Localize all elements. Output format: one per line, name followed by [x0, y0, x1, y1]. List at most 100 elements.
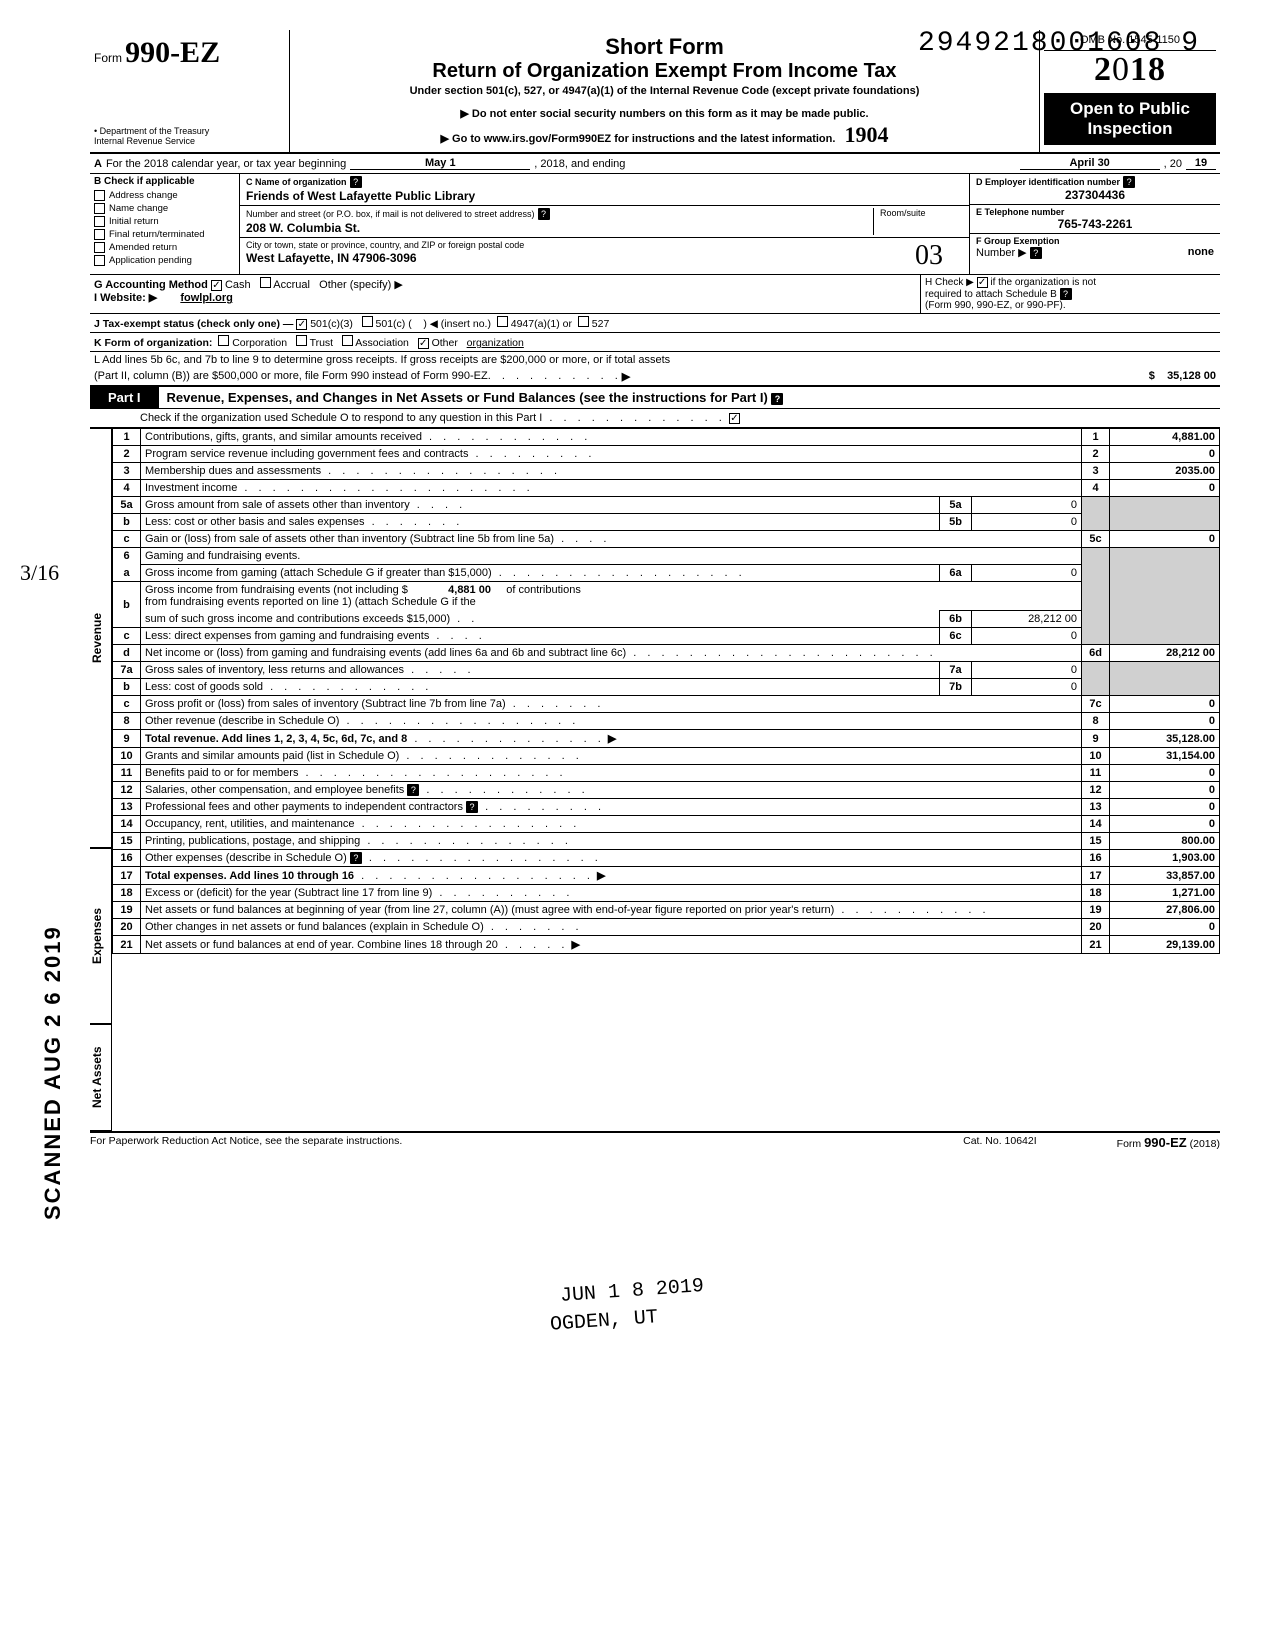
help-icon[interactable]: ?: [350, 852, 362, 864]
tax-year-end-month: April 30: [1020, 157, 1160, 170]
help-icon[interactable]: ?: [1060, 288, 1072, 300]
line-7c: c Gross profit or (loss) from sales of i…: [113, 696, 1220, 713]
help-icon[interactable]: ?: [538, 208, 550, 220]
other-org-value: organization: [467, 337, 524, 349]
row-j-tax-exempt: J Tax-exempt status (check only one) — ✓…: [90, 314, 1220, 333]
line-15: 15Printing, publications, postage, and s…: [113, 833, 1220, 850]
line-13: 13Professional fees and other payments t…: [113, 799, 1220, 816]
street-address: 208 W. Columbia St.: [246, 221, 873, 235]
city-label: City or town, state or province, country…: [246, 240, 915, 250]
line-5c: c Gain or (loss) from sale of assets oth…: [113, 531, 1220, 548]
line-8: 8 Other revenue (describe in Schedule O)…: [113, 713, 1220, 730]
row-a-tax-year: A For the 2018 calendar year, or tax yea…: [90, 154, 1220, 174]
line-6d: d Net income or (loss) from gaming and f…: [113, 645, 1220, 662]
phone-label: E Telephone number: [976, 207, 1214, 217]
org-name: Friends of West Lafayette Public Library: [246, 189, 963, 203]
line-10: 10Grants and similar amounts paid (list …: [113, 748, 1220, 765]
row-g-accounting: G Accounting Method ✓ Cash Accrual Other…: [94, 277, 916, 291]
paperwork-notice: For Paperwork Reduction Act Notice, see …: [90, 1135, 402, 1150]
under-section-text: Under section 501(c), 527, or 4947(a)(1)…: [296, 85, 1033, 97]
line-6c: c Less: direct expenses from gaming and …: [113, 628, 1220, 645]
tax-year-end: 19: [1186, 157, 1216, 170]
chk-schedule-b[interactable]: ✓: [977, 277, 988, 288]
form-number: 990-EZ: [125, 36, 220, 69]
phone-value: 765-743-2261: [976, 217, 1214, 231]
chk-other-org[interactable]: ✓: [418, 338, 429, 349]
open-to-public: Open to Public Inspection: [1044, 93, 1216, 145]
col-g-i: G Accounting Method ✓ Cash Accrual Other…: [90, 275, 920, 313]
help-icon[interactable]: ?: [771, 393, 783, 405]
col-d-e-f: D Employer identification number ? 23730…: [970, 174, 1220, 274]
goto-url: ▶ Go to www.irs.gov/Form990EZ for instru…: [296, 122, 1033, 148]
tax-year-begin: May 1: [350, 157, 530, 170]
row-k-form-org: K Form of organization: Corporation Trus…: [90, 333, 1220, 352]
side-label-net-assets: Net Assets: [90, 1024, 112, 1131]
handwritten-03: 03: [915, 240, 943, 272]
row-h-schedule-b: H Check ▶ ✓ if the organization is not r…: [920, 275, 1220, 313]
line-7a: 7a Gross sales of inventory, less return…: [113, 662, 1220, 679]
help-icon[interactable]: ?: [466, 801, 478, 813]
stamp-jun: JUN 1 8 2019: [559, 1275, 704, 1308]
line-6b: b Gross income from fundraising events (…: [113, 582, 1220, 611]
part-1-title: Revenue, Expenses, and Changes in Net As…: [159, 390, 784, 405]
line-9: 9 Total revenue. Add lines 1, 2, 3, 4, 5…: [113, 730, 1220, 748]
do-not-ssn: ▶ Do not enter social security numbers o…: [296, 107, 1033, 120]
chk-trust[interactable]: [296, 335, 307, 346]
line-19: 19Net assets or fund balances at beginni…: [113, 902, 1220, 919]
row-a-mid: , 2018, and ending: [534, 158, 625, 170]
city-state-zip: West Lafayette, IN 47906-3096: [246, 251, 915, 265]
chk-initial-return[interactable]: Initial return: [90, 215, 239, 228]
chk-corporation[interactable]: [218, 335, 229, 346]
chk-address-change[interactable]: Address change: [90, 189, 239, 202]
col-c-org-info: C Name of organization ? Friends of West…: [240, 174, 970, 274]
line-2: 2 Program service revenue including gove…: [113, 446, 1220, 463]
help-icon[interactable]: ?: [407, 784, 419, 796]
chk-4947[interactable]: [497, 316, 508, 327]
help-icon[interactable]: ?: [1030, 247, 1042, 259]
chk-527[interactable]: [578, 316, 589, 327]
col-b-header: B Check if applicable: [90, 174, 239, 189]
row-a-text: For the 2018 calendar year, or tax year …: [106, 158, 346, 170]
website-value: fowlpl.org: [180, 292, 233, 304]
line-6b-cont: sum of such gross income and contributio…: [113, 611, 1220, 628]
group-exempt-label: F Group Exemption: [976, 236, 1060, 246]
chk-association[interactable]: [342, 335, 353, 346]
room-suite-label: Room/suite: [873, 208, 963, 235]
chk-name-change[interactable]: Name change: [90, 202, 239, 215]
group-exempt-value: none: [1188, 246, 1214, 258]
line-11: 11Benefits paid to or for members . . . …: [113, 765, 1220, 782]
dept-irs: Internal Revenue Service: [94, 136, 285, 146]
line-18: 18Excess or (deficit) for the year (Subt…: [113, 885, 1220, 902]
help-icon[interactable]: ?: [1123, 176, 1135, 188]
ein-label: D Employer identification number: [976, 177, 1120, 187]
line-5b: b Less: cost or other basis and sales ex…: [113, 514, 1220, 531]
help-icon[interactable]: ?: [350, 176, 362, 188]
street-label: Number and street (or P.O. box, if mail …: [246, 209, 534, 219]
ein-value: 237304436: [976, 188, 1214, 202]
chk-application-pending[interactable]: Application pending: [90, 254, 239, 267]
part-1-label: Part I: [90, 387, 159, 408]
line-6: 6 Gaming and fundraising events.: [113, 548, 1220, 565]
chk-501c3[interactable]: ✓: [296, 319, 307, 330]
form-prefix: Form: [94, 51, 122, 65]
line-1: 1 Contributions, gifts, grants, and simi…: [113, 429, 1220, 446]
chk-final-return[interactable]: Final return/terminated: [90, 228, 239, 241]
side-label-revenue: Revenue: [90, 428, 112, 848]
return-title: Return of Organization Exempt From Incom…: [296, 60, 1033, 83]
stamp-ogden: OGDEN, UT: [549, 1306, 658, 1336]
chk-501c[interactable]: [362, 316, 373, 327]
chk-accrual[interactable]: [260, 277, 271, 288]
row-l-line2: (Part II, column (B)) are $500,000 or mo…: [90, 368, 1220, 387]
group-exempt-number-label: Number ▶: [976, 247, 1027, 259]
block-b-c-d: B Check if applicable Address change Nam…: [90, 174, 1220, 275]
row-a-year-prefix: , 20: [1164, 158, 1182, 170]
chk-schedule-o[interactable]: ✓: [729, 413, 740, 424]
chk-cash[interactable]: ✓: [211, 280, 222, 291]
gross-receipts: 35,128 00: [1167, 370, 1216, 382]
dln-number: 2949218001608 9: [918, 28, 1200, 59]
page-footer: For Paperwork Reduction Act Notice, see …: [90, 1131, 1220, 1150]
handwritten-1904: 1904: [845, 122, 889, 147]
line-14: 14Occupancy, rent, utilities, and mainte…: [113, 816, 1220, 833]
chk-amended-return[interactable]: Amended return: [90, 241, 239, 254]
row-g-h: G Accounting Method ✓ Cash Accrual Other…: [90, 275, 1220, 314]
